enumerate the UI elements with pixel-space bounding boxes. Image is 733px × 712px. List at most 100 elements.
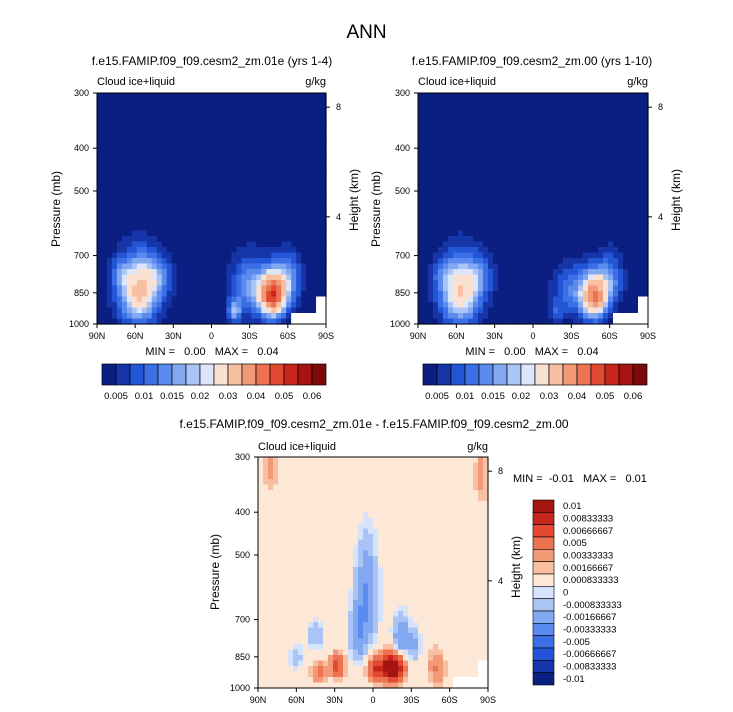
field-cell xyxy=(358,473,364,480)
field-cell xyxy=(388,556,394,563)
field-cell xyxy=(303,484,309,491)
field-cell xyxy=(623,186,629,193)
field-cell xyxy=(181,203,188,210)
y-tick-label: 850 xyxy=(395,288,410,298)
field-cell xyxy=(388,528,394,535)
field-cell xyxy=(603,131,609,138)
field-cell xyxy=(643,159,649,166)
field-cell xyxy=(261,131,267,138)
field-cell xyxy=(468,545,474,552)
field-cell xyxy=(136,126,143,133)
field-cell xyxy=(438,296,444,303)
field-cell xyxy=(373,501,379,508)
field-cell xyxy=(161,252,168,259)
field-cell xyxy=(116,192,123,199)
field-cell xyxy=(468,296,474,303)
field-cell xyxy=(363,495,369,502)
right-colorbar: 0.005 0.01 0.015 0.02 0.03 0.04 0.05 0.06 xyxy=(422,363,648,402)
field-cell xyxy=(111,175,118,182)
field-cell xyxy=(473,490,479,497)
field-cell xyxy=(448,561,454,568)
field-cell xyxy=(438,313,444,320)
field-cell xyxy=(503,93,509,100)
field-cell xyxy=(463,214,469,221)
field-cell xyxy=(423,307,429,314)
field-cell xyxy=(236,93,242,100)
field-cell xyxy=(418,572,424,579)
field-cell xyxy=(146,115,153,122)
field-cell xyxy=(523,236,529,243)
field-cell xyxy=(311,181,317,188)
field-cell xyxy=(151,225,158,232)
field-cell xyxy=(428,181,434,188)
field-cell xyxy=(271,236,277,243)
field-cell xyxy=(553,274,559,281)
field-cell xyxy=(353,506,359,513)
field-cell xyxy=(408,479,414,486)
field-cell xyxy=(141,126,148,133)
field-cell xyxy=(463,247,469,254)
field-cell xyxy=(603,164,609,171)
field-cell xyxy=(166,126,173,133)
field-cell xyxy=(116,252,123,259)
field-cell xyxy=(483,109,489,116)
field-cell xyxy=(448,269,454,276)
field-cell xyxy=(131,137,138,144)
field-cell xyxy=(246,164,252,171)
field-cell xyxy=(443,230,449,237)
field-cell xyxy=(186,148,193,155)
field-cell xyxy=(533,318,539,325)
field-cell xyxy=(568,252,574,259)
field-cell xyxy=(246,285,252,292)
field-cell xyxy=(286,214,292,221)
field-cell xyxy=(251,192,257,199)
field-cell xyxy=(141,109,148,116)
field-cell xyxy=(131,104,138,111)
field-cell xyxy=(121,230,128,237)
field-cell xyxy=(301,192,307,199)
field-cell xyxy=(473,164,479,171)
field-cell xyxy=(273,561,279,568)
field-cell xyxy=(288,512,294,519)
field-cell xyxy=(221,241,228,248)
field-cell xyxy=(156,131,163,138)
field-cell xyxy=(638,280,644,287)
field-cell xyxy=(458,556,464,563)
field-cell xyxy=(418,203,424,210)
field-cell xyxy=(623,285,629,292)
field-cell xyxy=(146,252,153,259)
field-cell xyxy=(478,186,484,193)
field-cell xyxy=(246,241,252,248)
field-cell xyxy=(231,197,237,204)
field-cell xyxy=(166,307,173,314)
field-cell xyxy=(608,225,614,232)
field-cell xyxy=(578,318,584,325)
field-cell xyxy=(141,104,148,111)
field-cell xyxy=(231,280,237,287)
field-cell xyxy=(578,258,584,265)
field-cell xyxy=(468,291,474,298)
field-cell xyxy=(438,164,444,171)
field-cell xyxy=(458,534,464,541)
field-cell xyxy=(348,572,354,579)
field-cell xyxy=(186,137,193,144)
field-cell xyxy=(468,126,474,133)
field-cell xyxy=(573,318,579,325)
field-cell xyxy=(141,208,148,215)
field-cell xyxy=(97,142,103,149)
field-cell xyxy=(473,126,479,133)
field-cell xyxy=(246,175,252,182)
field-cell xyxy=(618,252,624,259)
field-cell xyxy=(363,545,369,552)
field-cell xyxy=(97,313,103,320)
field-cell xyxy=(438,170,444,177)
field-cell xyxy=(643,192,649,199)
field-cell xyxy=(588,318,594,325)
field-cell xyxy=(311,247,317,254)
field-cell xyxy=(568,98,574,105)
field-cell xyxy=(623,219,629,226)
field-cell xyxy=(291,296,297,303)
field-cell xyxy=(413,539,419,546)
field-cell xyxy=(263,484,269,491)
field-cell xyxy=(503,214,509,221)
